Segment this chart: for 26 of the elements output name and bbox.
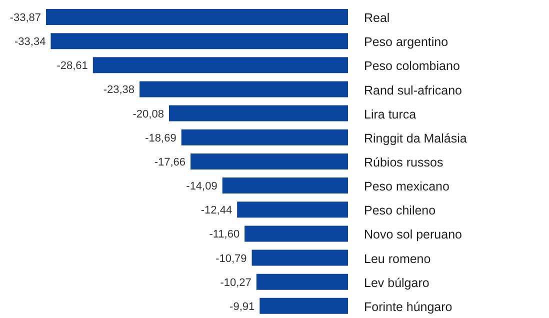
y-tick-label: Rúbios russos: [364, 156, 444, 170]
y-tick-label: Rand sul-africano: [364, 83, 462, 98]
data-label: -28,61: [56, 60, 88, 72]
data-label: -11,60: [209, 228, 240, 241]
data-label: -18,69: [145, 132, 176, 144]
data-label: -9,91: [230, 300, 255, 313]
data-label: -23,38: [103, 84, 135, 96]
data-label: -33,87: [10, 12, 41, 24]
y-tick-label: Ringgit da Malásia: [364, 131, 467, 146]
data-label: -20,08: [132, 108, 164, 120]
data-label: -14,09: [186, 180, 218, 193]
y-tick-label: Peso colombiano: [364, 59, 460, 74]
data-label: -10,79: [216, 252, 247, 265]
data-label: -12,44: [200, 204, 232, 217]
y-tick-label: Forinte húngaro: [364, 300, 452, 314]
data-label: -10,27: [220, 276, 252, 289]
y-tick-label: Leu romeno: [364, 252, 431, 266]
y-tick-label: Peso chileno: [364, 204, 436, 218]
y-tick-label: Peso mexicano: [364, 180, 450, 194]
y-tick-label: Peso argentino: [364, 35, 448, 50]
data-label: -33,34: [14, 36, 46, 48]
y-tick-label: Lira turca: [364, 107, 416, 122]
y-tick-label: Novo sol peruano: [364, 228, 462, 242]
y-tick-label: Real: [364, 11, 390, 26]
y-tick-label: Lev búlgaro: [364, 276, 430, 290]
data-label: -17,66: [154, 156, 186, 168]
